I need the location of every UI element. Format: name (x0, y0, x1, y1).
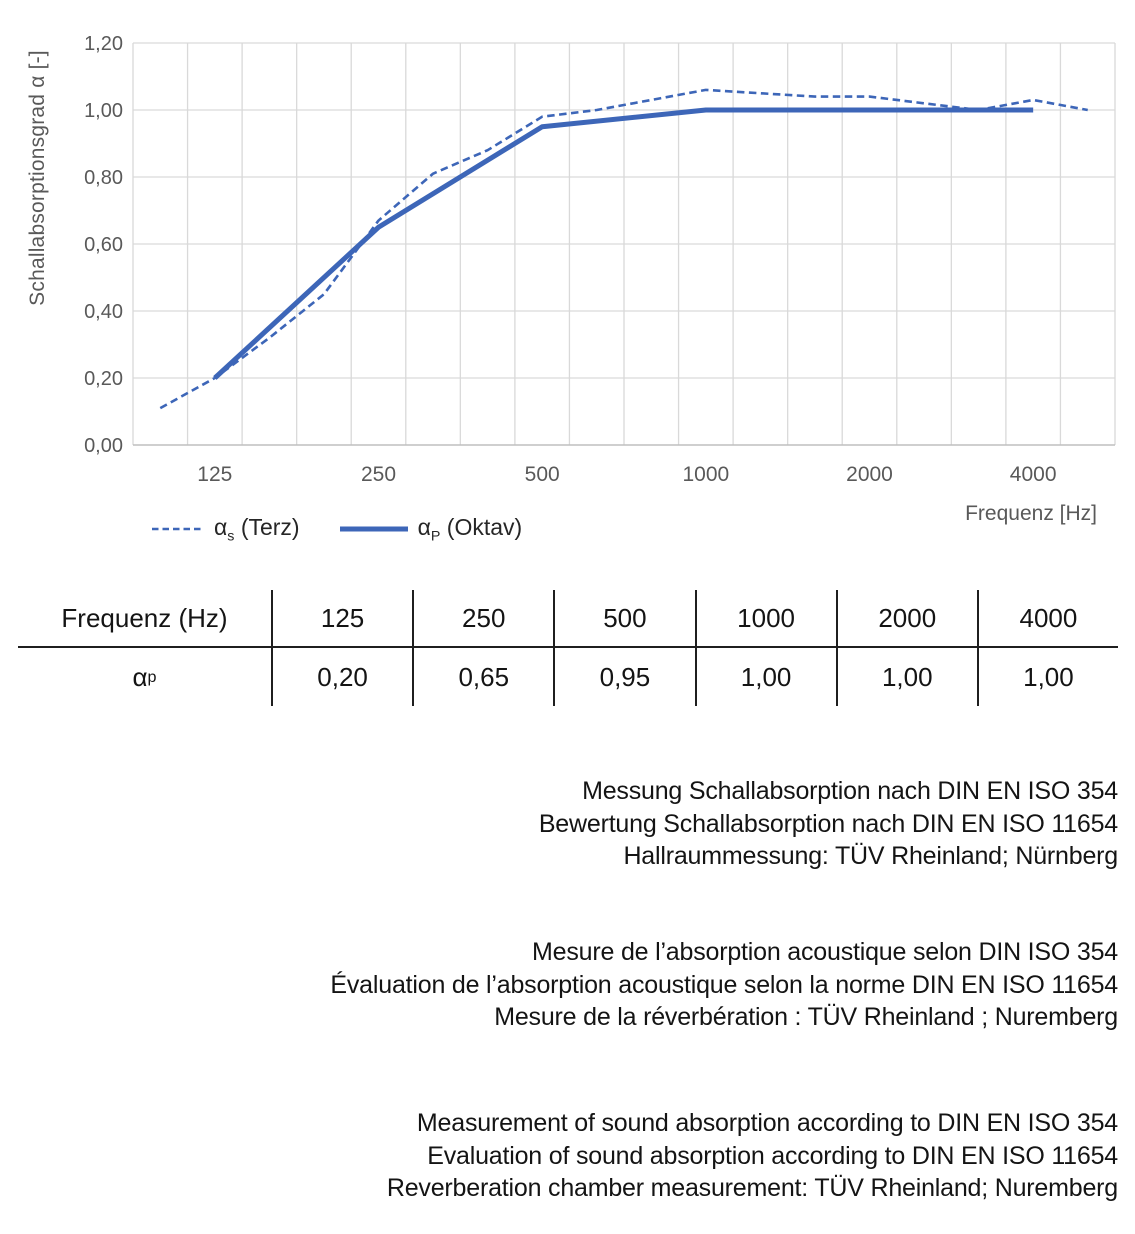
sound-absorption-chart: 1,20 1,00 0,80 0,60 0,40 0,20 0,00 125 250 500 100… (0, 0, 1135, 570)
note-german: Messung Schallabsorption nach DIN EN ISO… (0, 775, 1118, 873)
y-tick-label: 0,00 (84, 435, 123, 457)
table-value-500: 0,95 (553, 648, 694, 706)
x-tick-label: 2000 (846, 463, 893, 486)
y-tick-label: 0,80 (84, 167, 123, 189)
solid-line-sample-icon (339, 526, 408, 532)
y-tick-label: 0,60 (84, 234, 123, 256)
x-axis-title: Frequenz [Hz] (965, 502, 1097, 525)
y-tick-label: 0,20 (84, 368, 123, 390)
chart-legend: αs (Terz) αP (Oktav) (152, 514, 522, 545)
note-line: Reverberation chamber measurement: TÜV R… (386, 1174, 1118, 1202)
note-english: Measurement of sound absorption accordin… (0, 1107, 1118, 1205)
y-axis-title: Schallabsorptionsgrad α [-] (26, 50, 49, 306)
series-line-alpha-p-oktav (213, 107, 1034, 380)
table-value-4000: 1,00 (976, 648, 1118, 706)
x-tick-label: 500 (525, 463, 560, 486)
note-line: Bewertung Schallabsorption nach DIN EN I… (538, 809, 1118, 838)
legend-item-alpha-p: αP (Oktav) (339, 514, 523, 545)
legend-label-alpha-p: αP (Oktav) (417, 514, 523, 545)
legend-item-alpha-s: αs (Terz) (152, 514, 300, 545)
x-tick-label: 250 (361, 463, 396, 486)
chart-plot-area: 1,20 1,00 0,80 0,60 0,40 0,20 0,00 125 250 500 100… (84, 33, 1116, 486)
table-value-1000: 1,00 (694, 648, 836, 706)
table-header-1000: 1000 (694, 590, 836, 648)
table-header-4000: 4000 (976, 590, 1118, 648)
note-line: Measurement of sound absorption accordin… (416, 1109, 1118, 1137)
x-tick-label: 4000 (1010, 463, 1057, 486)
x-tick-label: 125 (197, 463, 232, 486)
note-line: Evaluation of sound absorption according… (427, 1141, 1118, 1170)
frequency-table: Frequenz (Hz) 125 250 500 1000 2000 4000… (18, 590, 1118, 706)
table-header-frequency: Frequenz (Hz) (18, 590, 271, 648)
y-tick-label: 0,40 (84, 301, 123, 323)
table-header-500: 500 (553, 590, 695, 648)
note-line: Messung Schallabsorption nach DIN EN ISO… (582, 777, 1118, 805)
y-tick-label: 1,00 (84, 100, 123, 122)
y-tick-label: 1,20 (84, 33, 123, 55)
x-tick-label: 1000 (682, 463, 729, 486)
series-line-alpha-s-terz (159, 88, 1088, 410)
note-line: Mesure de l’absorption acoustique selon … (532, 938, 1118, 966)
table-header-125: 125 (271, 590, 413, 648)
legend-label-alpha-s: αs (Terz) (214, 514, 300, 545)
table-value-125: 0,20 (271, 648, 412, 706)
table-value-2000: 1,00 (835, 648, 977, 706)
dashed-line-sample-icon (152, 527, 204, 531)
note-line: Évaluation de l’absorption acoustique se… (330, 970, 1118, 999)
note-line: Mesure de la réverbération : TÜV Rheinla… (494, 1003, 1118, 1031)
table-value-250: 0,65 (412, 648, 553, 706)
note-line: Hallraummessung: TÜV Rheinland; Nürnberg (623, 842, 1118, 870)
table-header-250: 250 (412, 590, 554, 648)
note-french: Mesure de l’absorption acoustique selon … (0, 936, 1118, 1034)
table-header-2000: 2000 (835, 590, 977, 648)
